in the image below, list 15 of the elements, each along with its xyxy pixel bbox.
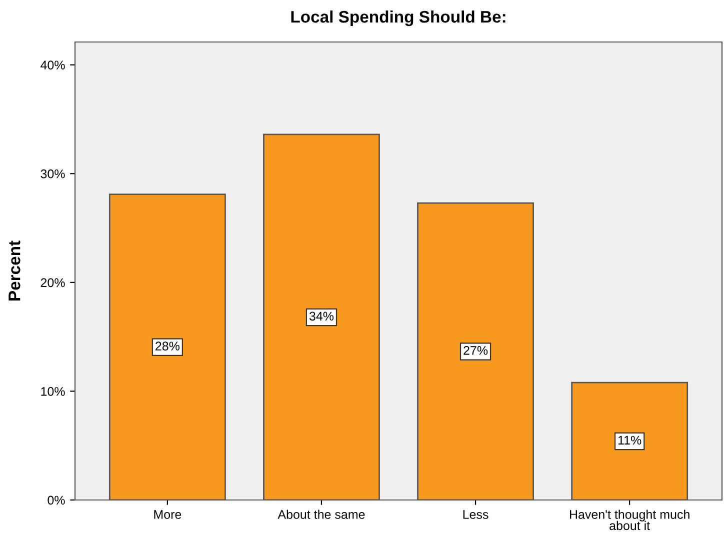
x-tick-label: About the same: [278, 510, 365, 519]
x-tick-label: Less: [463, 510, 488, 519]
y-tick-label: 40%: [40, 60, 65, 70]
x-tick-label: Haven't thought much about it: [570, 510, 690, 530]
data-label: 28%: [156, 342, 180, 351]
x-tick-label: More: [154, 510, 182, 519]
y-tick-label: 0%: [48, 496, 65, 505]
data-label: 34%: [309, 312, 334, 321]
data-label: 27%: [464, 346, 488, 355]
y-tick-label: 30%: [40, 169, 65, 178]
y-axis-title: Percent: [8, 240, 20, 300]
data-label: 11%: [618, 436, 642, 445]
y-tick-label: 20%: [40, 278, 65, 288]
chart-title: Local Spending Should Be:: [291, 10, 506, 26]
y-tick-label: 10%: [41, 387, 65, 396]
